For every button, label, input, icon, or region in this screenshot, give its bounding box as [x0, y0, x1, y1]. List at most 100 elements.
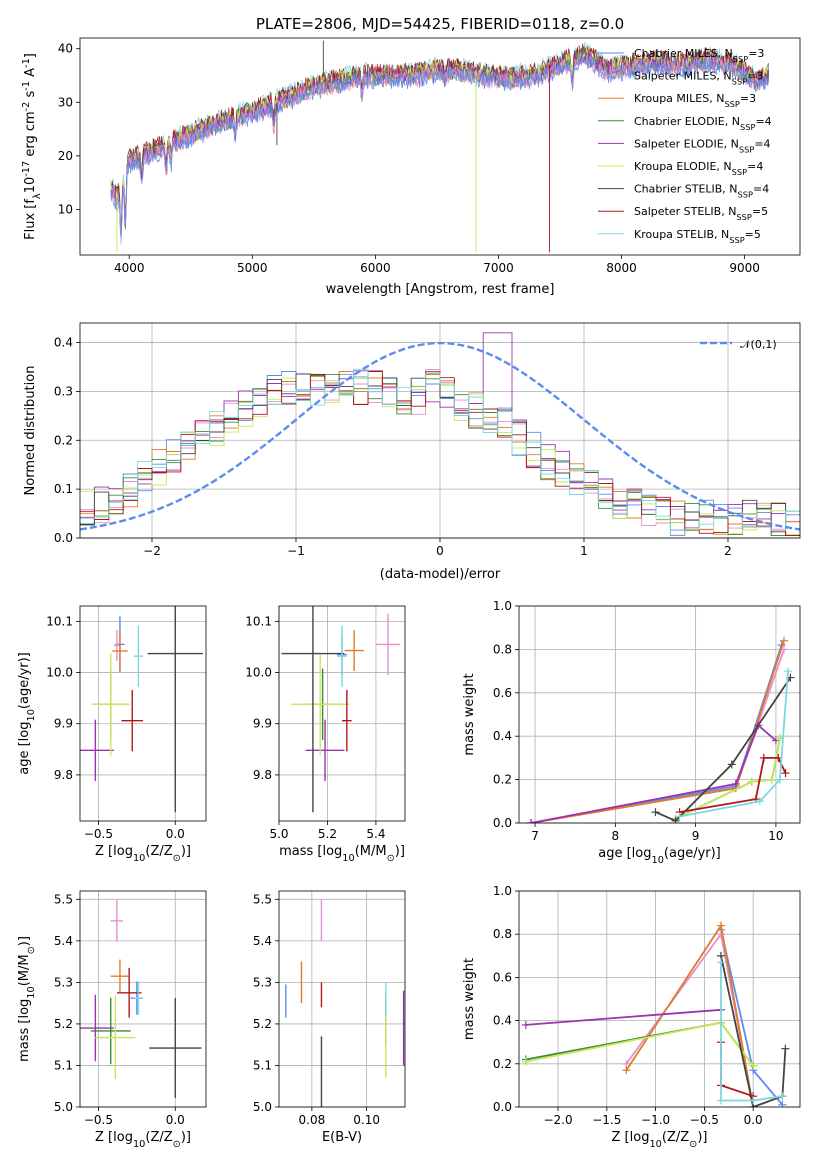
legend-label-normal: 𝒩(0,1): [740, 338, 777, 351]
z-mass-axes: −0.5 0.0 5.0 5.1 5.2 5.3 5.4 5.5 Z [log10(Z/Z⊙)]…: [17, 890, 207, 1150]
z-weight-axes: −2.0 −1.5 −1.0 −0.5 0.0 0.0 0.2 0.4 0.6 0.8 1.0 Z […: [462, 884, 801, 1150]
x-tick-label: 5.0: [269, 827, 288, 841]
y-axis-label: age [log10(age/yr)]: [17, 652, 37, 775]
y-tick-label: 5.5: [253, 892, 272, 906]
plot-area: [110, 40, 770, 253]
x-tick-label: 9: [692, 829, 700, 843]
age-weight-axes: 7 8 9 10 0.0 0.2 0.4 0.6 0.8 1.0 age [log10(age/yr…: [462, 599, 801, 866]
legend-label: Kroupa STELIB, NSSP=5: [634, 228, 761, 245]
weight-line: [679, 671, 789, 818]
x-tick-label: 2: [724, 544, 732, 558]
y-tick-label: 5.5: [54, 892, 73, 906]
legend-label: Salpeter STELIB, NSSP=5: [634, 205, 768, 222]
x-tick-label: 4000: [114, 261, 145, 275]
x-axis-label: Z [log10(Z/Z⊙)]: [95, 844, 191, 864]
axes-frame: [79, 890, 207, 1108]
y-tick-label: 5.1: [54, 1058, 73, 1072]
x-tick-label: −0.5: [84, 827, 113, 841]
x-tick-label: 0.0: [166, 1113, 185, 1127]
y-tick-label: 10.1: [245, 614, 272, 628]
weight-line: [530, 640, 785, 823]
x-tick-label: 7000: [483, 261, 514, 275]
x-tick-label: 0.0: [166, 827, 185, 841]
x-tick-label: −1.0: [641, 1113, 670, 1127]
histogram-axes: −2 −1 0 1 2 0.0 0.1 0.2 0.3 0.4 (data-model)/error…: [23, 322, 801, 582]
y-tick-label: 5.0: [54, 1100, 73, 1114]
axes-frame: [518, 890, 801, 1108]
legend-label: Chabrier ELODIE, NSSP=4: [634, 115, 772, 132]
x-axis-label: Z [log10(Z/Z⊙)]: [612, 1130, 708, 1150]
y-tick-label: 5.1: [253, 1058, 272, 1072]
y-tick-label: 9.9: [253, 717, 272, 731]
weight-line: [720, 962, 783, 1102]
x-axis-label: (data-model)/error: [380, 567, 501, 582]
y-axis-label: Flux [fλ10-17 erg cm-2 s-1 A-1]: [21, 53, 43, 240]
y-tick-label: 10.0: [46, 666, 73, 680]
y-tick-label: 0.1: [54, 482, 73, 496]
y-axis-label: mass weight: [462, 958, 477, 1040]
x-axis-label: mass [log10(M/M⊙)]: [279, 844, 405, 864]
axes-frame: [79, 37, 801, 256]
mass-age-axes: 5.0 5.2 5.4 9.8 9.9 10.0 10.1 mass [log10(M/M⊙)…: [245, 605, 406, 864]
legend-label: Salpeter ELODIE, NSSP=4: [634, 137, 771, 154]
spectrum-axes: 4000 5000 6000 7000 8000 9000 10 20 30 40 waveleng…: [21, 37, 801, 297]
y-tick-label: 1.0: [493, 884, 512, 898]
x-tick-label: 0: [436, 544, 444, 558]
plot-area: [281, 606, 401, 813]
x-axis-label: Z [log10(Z/Z⊙)]: [95, 1130, 191, 1150]
spectrum-line: [110, 53, 770, 239]
y-tick-label: 5.4: [54, 934, 73, 948]
y-tick-label: 0.0: [493, 816, 512, 830]
x-tick-label: 6000: [360, 261, 391, 275]
x-tick-label: 0.08: [299, 1113, 326, 1127]
weight-line: [675, 738, 781, 820]
plot-area: [285, 899, 405, 1107]
x-axis-label: wavelength [Angstrom, rest frame]: [326, 282, 555, 297]
weight-line: [655, 677, 792, 822]
legend-label: Kroupa MILES, NSSP=3: [634, 92, 756, 109]
legend-label: Salpeter MILES, NSSP=3: [634, 70, 763, 87]
y-tick-label: 9.8: [54, 768, 73, 782]
legend-label: Chabrier STELIB, NSSP=4: [634, 183, 769, 200]
legend: Chabrier MILES, NSSP=3 Salpeter MILES, NS…: [598, 47, 772, 245]
y-tick-label: 5.3: [253, 975, 272, 989]
y-tick-label: 5.3: [54, 975, 73, 989]
y-tick-label: 20: [58, 149, 73, 163]
y-tick-label: 0.2: [493, 773, 512, 787]
x-tick-label: −2: [143, 544, 161, 558]
histogram-steps: [80, 373, 800, 537]
normal-curve: [80, 341, 800, 531]
plot-area: [527, 636, 795, 823]
y-tick-label: 0.6: [493, 970, 512, 984]
y-tick-label: 0.8: [493, 642, 512, 656]
x-tick-label: 10: [768, 829, 783, 843]
x-tick-label: 0.10: [353, 1113, 380, 1127]
y-tick-label: 0.2: [54, 433, 73, 447]
x-tick-label: −0.5: [690, 1113, 719, 1127]
histogram-steps: [80, 368, 800, 536]
y-tick-label: 10.0: [245, 666, 272, 680]
y-tick-label: 5.4: [253, 934, 272, 948]
y-tick-label: 1.0: [493, 599, 512, 613]
axes-frame: [518, 605, 801, 824]
y-tick-label: 0.6: [493, 686, 512, 700]
x-tick-label: −1: [287, 544, 305, 558]
y-tick-label: 5.2: [253, 1017, 272, 1031]
axes-frame: [278, 605, 406, 822]
x-tick-label: −1.5: [592, 1113, 621, 1127]
y-tick-label: 30: [58, 95, 73, 109]
weight-line: [530, 644, 783, 823]
y-tick-label: 9.8: [253, 768, 272, 782]
y-tick-label: 0.4: [54, 336, 73, 350]
y-tick-label: 0.0: [54, 531, 73, 545]
x-tick-label: 8000: [606, 261, 637, 275]
y-tick-label: 0.4: [493, 1014, 512, 1028]
weight-line: [720, 929, 784, 1106]
y-tick-label: 9.9: [54, 717, 73, 731]
y-tick-label: 0.4: [493, 729, 512, 743]
y-tick-label: 0.0: [493, 1100, 512, 1114]
x-tick-label: 5.4: [366, 827, 385, 841]
x-tick-label: 5000: [237, 261, 268, 275]
y-tick-label: 0.8: [493, 927, 512, 941]
y-tick-label: 5.2: [54, 1017, 73, 1031]
